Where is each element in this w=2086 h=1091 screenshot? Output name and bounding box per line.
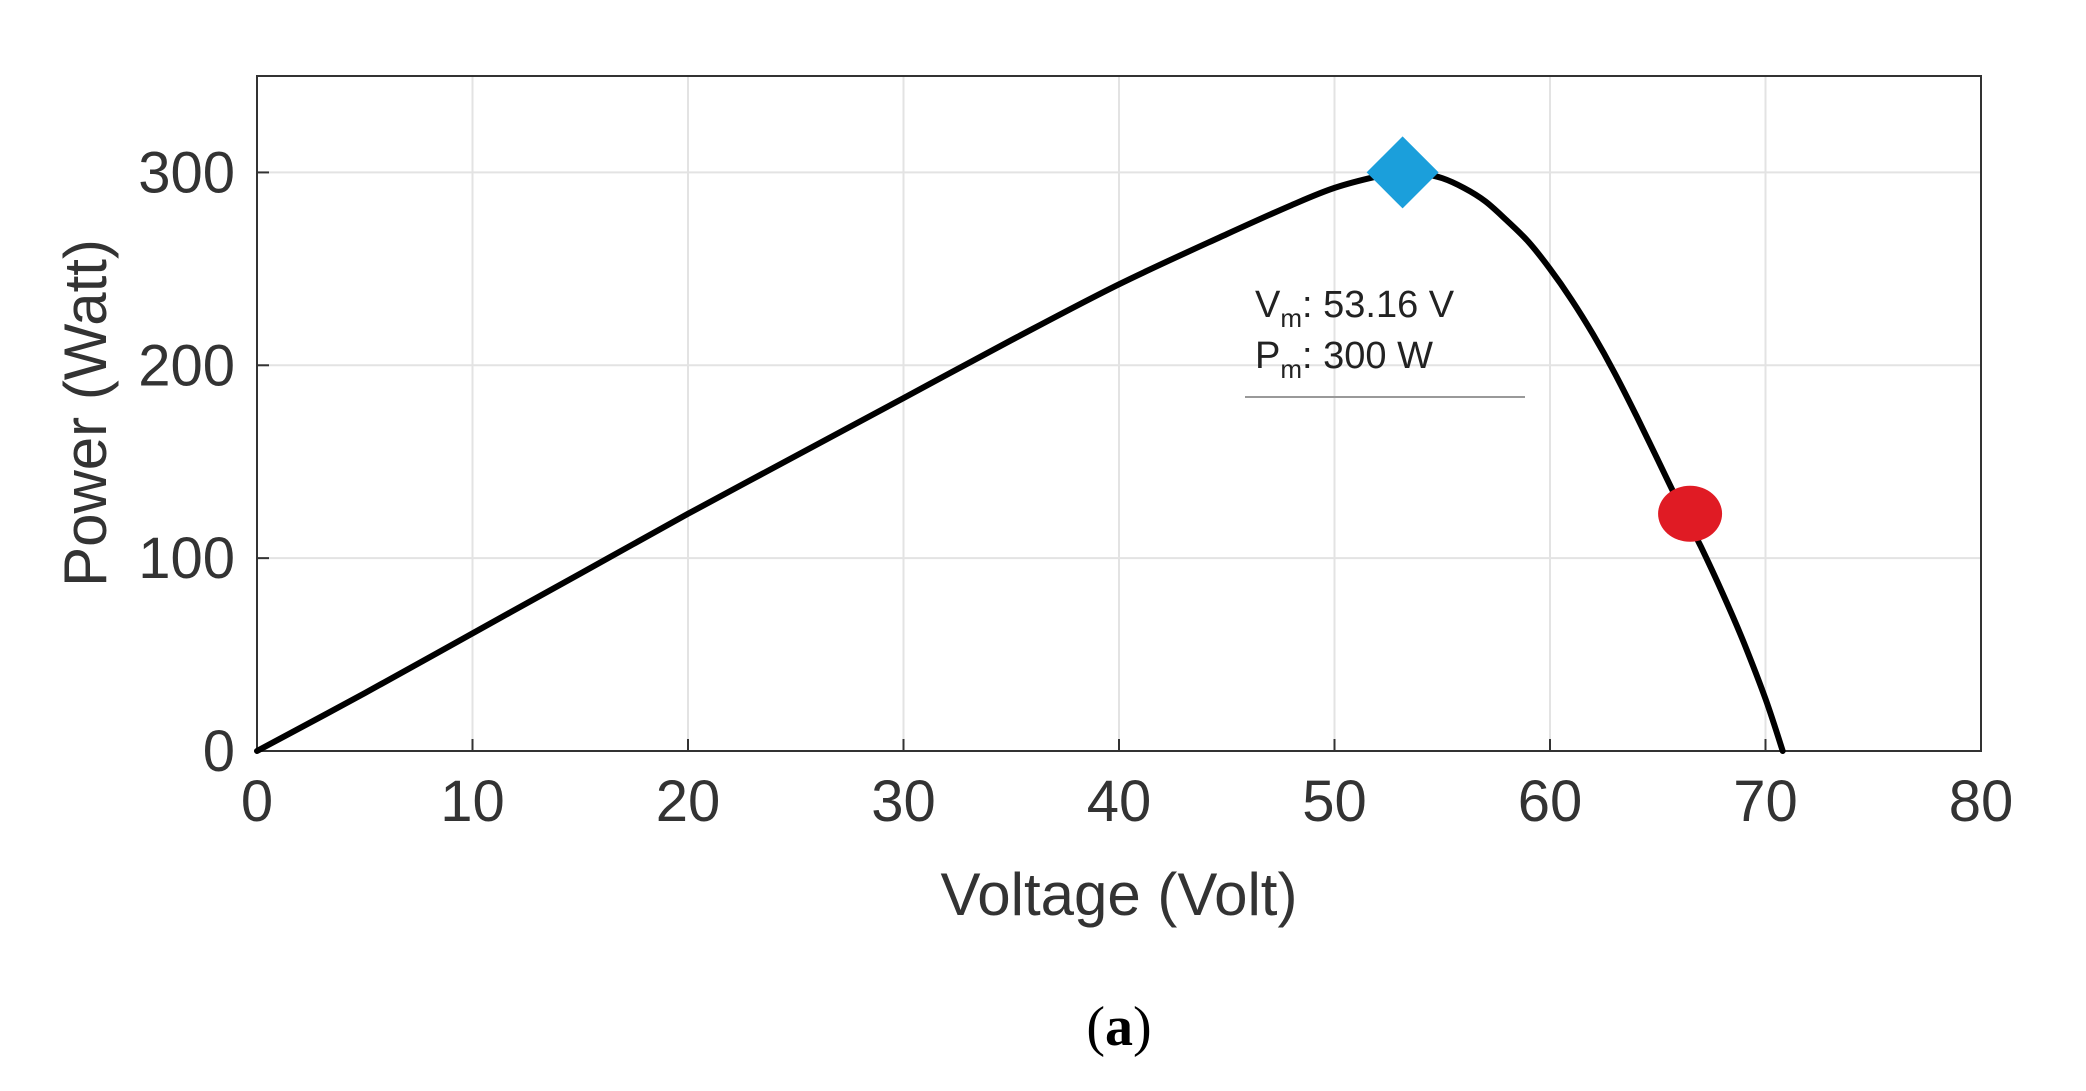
y-tick-labels: 0 100 200 300 xyxy=(138,140,269,784)
x-tick-label: 30 xyxy=(871,769,936,834)
x-tick-label: 20 xyxy=(656,769,721,834)
pm-value: : 300 W xyxy=(1302,335,1433,377)
y-tick-label: 0 xyxy=(203,719,235,784)
y-tick-label: 100 xyxy=(138,526,235,591)
markers xyxy=(1366,136,1723,542)
svg-text:Vm: 53.16 V: Vm: 53.16 V xyxy=(1255,284,1455,333)
vm-symbol: V xyxy=(1255,284,1281,326)
vm-value: : 53.16 V xyxy=(1302,284,1455,326)
x-tick-label: 10 xyxy=(440,769,505,834)
y-tick-label: 300 xyxy=(138,140,235,205)
x-tick-label: 60 xyxy=(1518,769,1583,834)
caption-letter: a xyxy=(1105,996,1133,1058)
x-tick-label: 80 xyxy=(1949,769,2014,834)
operating-point-marker xyxy=(1658,485,1723,542)
x-tick-label: 50 xyxy=(1302,769,1367,834)
grid-lines xyxy=(257,76,1981,751)
figure-caption: (a) xyxy=(1086,996,1151,1058)
y-tick-label: 200 xyxy=(138,333,235,398)
pm-symbol: P xyxy=(1255,335,1280,377)
x-axis-title: Voltage (Volt) xyxy=(941,861,1298,928)
caption-close: ) xyxy=(1133,996,1152,1058)
y-axis-title: Power (Watt) xyxy=(52,239,119,587)
pm-subscript: m xyxy=(1280,354,1302,384)
datatip-annotation: Vm: 53.16 V Pm: 300 W xyxy=(1245,284,1525,398)
vm-subscript: m xyxy=(1280,303,1302,333)
x-tick-label: 40 xyxy=(1087,769,1152,834)
x-tick-label: 0 xyxy=(241,769,273,834)
svg-text:Pm: 300 W: Pm: 300 W xyxy=(1255,335,1433,384)
max-power-point-marker xyxy=(1366,136,1439,209)
x-tick-labels: 0 10 20 30 40 50 60 70 80 xyxy=(241,739,2013,834)
caption-open: ( xyxy=(1086,996,1105,1058)
x-tick-label: 70 xyxy=(1733,769,1798,834)
